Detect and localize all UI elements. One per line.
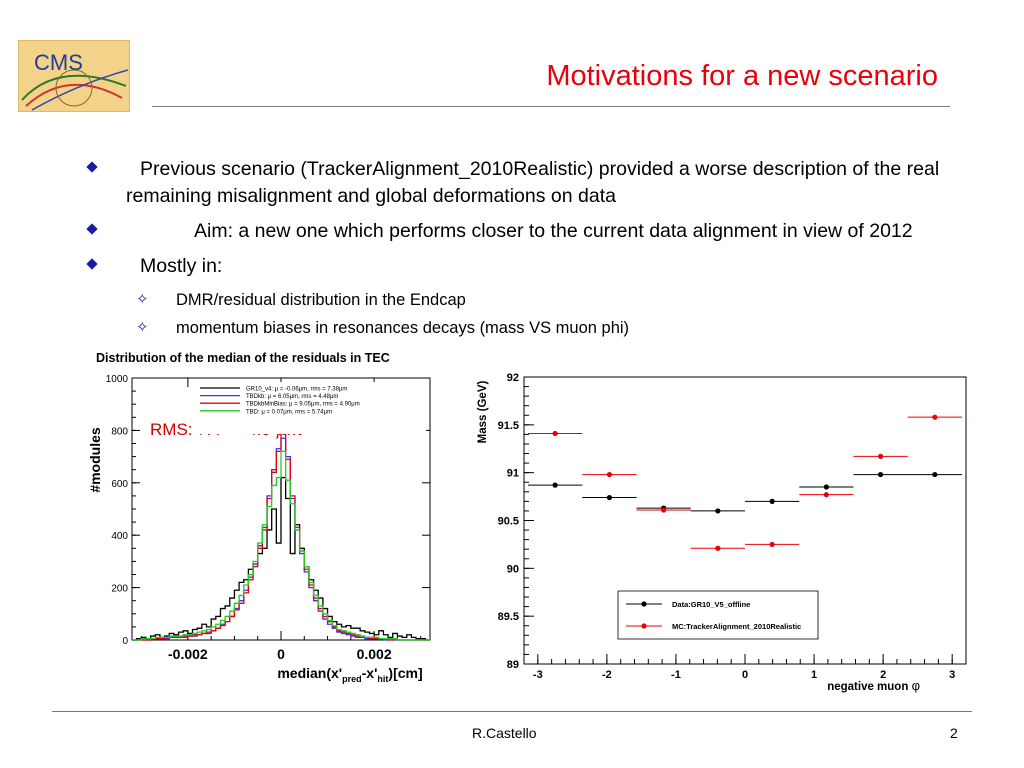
footer-divider (52, 711, 972, 712)
diamond-bullet-icon (86, 223, 98, 235)
x-tick-label: -0.002 (168, 646, 208, 662)
x-tick-label: -3 (533, 669, 543, 681)
cms-logo: CMS (17, 39, 131, 113)
histogram-y-axis-label: #modules (90, 427, 103, 493)
legend-entry: GR10_v4: μ = -0.06μm, rms = 7.38μm (246, 387, 347, 393)
y-tick-label: 200 (111, 584, 128, 595)
mass-point (769, 541, 775, 548)
x-tick-label: 0.002 (357, 646, 392, 662)
sub-bullet-item: ✧ DMR/residual distribution in the Endca… (88, 288, 958, 312)
y-tick-label: 89 (507, 659, 519, 671)
x-tick-label: -2 (602, 669, 612, 681)
histogram-series (132, 432, 430, 641)
mass-point (552, 430, 558, 437)
mass-point (932, 471, 938, 478)
legend-entry: MC:TrackerAlignment_2010Realistic (672, 622, 801, 631)
mass-y-axis-label: Mass (GeV) (477, 381, 489, 444)
slide-title: Motivations for a new scenario (546, 60, 938, 92)
y-tick-label: 90 (507, 563, 519, 575)
y-tick-label: 400 (111, 531, 128, 542)
y-tick-label: 91 (507, 468, 519, 480)
mass-point (715, 545, 721, 551)
legend-entry: TBDkbMinBias: μ = 9.05μm, rms = 4.90μm (246, 402, 360, 408)
cms-logo-text: CMS (34, 50, 83, 75)
mass-point (606, 494, 613, 501)
star-bullet-icon: ✧ (136, 291, 149, 308)
y-tick-label: 600 (111, 479, 128, 490)
mass-legend: Data:GR10_V5_offline MC:TrackerAlignment_… (617, 590, 819, 640)
bullet-text: Mostly in: (140, 255, 223, 277)
mass-point (932, 414, 938, 420)
cms-logo-graphic: CMS (17, 39, 131, 113)
legend-entry: Data:GR10_V5_offline (672, 600, 750, 609)
x-tick-label: 0 (277, 646, 285, 662)
mass-point (552, 482, 558, 488)
mass-point (661, 507, 667, 513)
y-tick-label: 92 (507, 372, 519, 384)
histogram-title: Distribution of the median of the residu… (96, 351, 390, 365)
y-tick-label: 0 (122, 636, 128, 647)
star-bullet-icon: ✧ (136, 319, 149, 336)
mass-point (715, 508, 721, 514)
mass-point (823, 484, 829, 490)
histogram-legend: GR10_v4: μ = -0.06μm, rms = 7.38μmTBDkb:… (196, 382, 426, 434)
legend-marker (641, 623, 647, 629)
x-tick-label: 3 (949, 669, 955, 681)
mass-point (769, 498, 775, 504)
mass-point (823, 492, 829, 498)
mass-point (877, 453, 884, 460)
histogram-series-line (132, 476, 430, 641)
mass-axes: 89 89.5 90 90.5 91 91.5 92 -3 -2 -1 0 1 2 3 (498, 372, 967, 681)
mass-series (528, 414, 962, 551)
mass-point (877, 471, 884, 478)
sub-bullet-text: DMR/residual distribution in the Endcap (176, 291, 466, 309)
mass-vs-phi-figure: Mass (GeV) negative muon φ 89 89.5 90 90.5 9… (466, 342, 973, 700)
residuals-histogram-figure: Distribution of the median of the residu… (87, 342, 440, 694)
histogram-x-axis-label: median(x'pred-x'hit)[cm] (277, 665, 422, 684)
histogram-axes: 0 200 400 600 800 1000 -0.002 0 0.002 (106, 374, 431, 662)
bullet-list: Previous scenario (TrackerAlignment_2010… (86, 156, 958, 344)
x-tick-label: 2 (880, 669, 886, 681)
sub-bullet-text: momentum biases in resonances decays (ma… (176, 319, 630, 337)
legend-entry: TBD: μ = 0.07μm, rms = 5.74μm (246, 409, 332, 415)
y-tick-label: 89.5 (498, 611, 519, 623)
title-divider (152, 106, 950, 107)
x-tick-label: 0 (742, 669, 748, 681)
mass-x-axis-label: negative muon φ (827, 678, 920, 693)
bullet-text: Aim: a new one which performs closer to … (194, 220, 913, 242)
legend-marker (641, 601, 647, 607)
histogram-series-line (132, 450, 430, 641)
y-tick-label: 1000 (106, 374, 129, 385)
mass-point (606, 471, 613, 478)
diamond-bullet-icon (86, 258, 98, 270)
footer-author: R.Castello (472, 725, 537, 741)
bullet-item: Mostly in: (86, 253, 958, 280)
page-number: 2 (950, 725, 958, 741)
bullet-text: Previous scenario (TrackerAlignment_2010… (126, 158, 940, 207)
legend-box (617, 590, 819, 640)
y-tick-label: 91.5 (498, 420, 519, 432)
mass-vs-phi-plot: Mass (GeV) negative muon φ 89 89.5 90 90.5 9… (477, 372, 967, 693)
x-tick-label: -1 (671, 669, 681, 681)
x-tick-label: 1 (811, 669, 817, 681)
sub-bullet-item: ✧ momentum biases in resonances decays (… (88, 316, 958, 340)
y-tick-label: 800 (111, 426, 128, 437)
legend-box (196, 382, 426, 434)
bullet-item: Aim: a new one which performs closer to … (86, 218, 958, 245)
residuals-histogram: Distribution of the median of the residu… (87, 351, 431, 684)
y-tick-label: 90.5 (498, 516, 519, 528)
diamond-bullet-icon (86, 161, 98, 173)
bullet-item: Previous scenario (TrackerAlignment_2010… (86, 156, 958, 210)
legend-entry: TBDkb: μ = 6.05μm, rms = 4.48μm (246, 394, 338, 400)
